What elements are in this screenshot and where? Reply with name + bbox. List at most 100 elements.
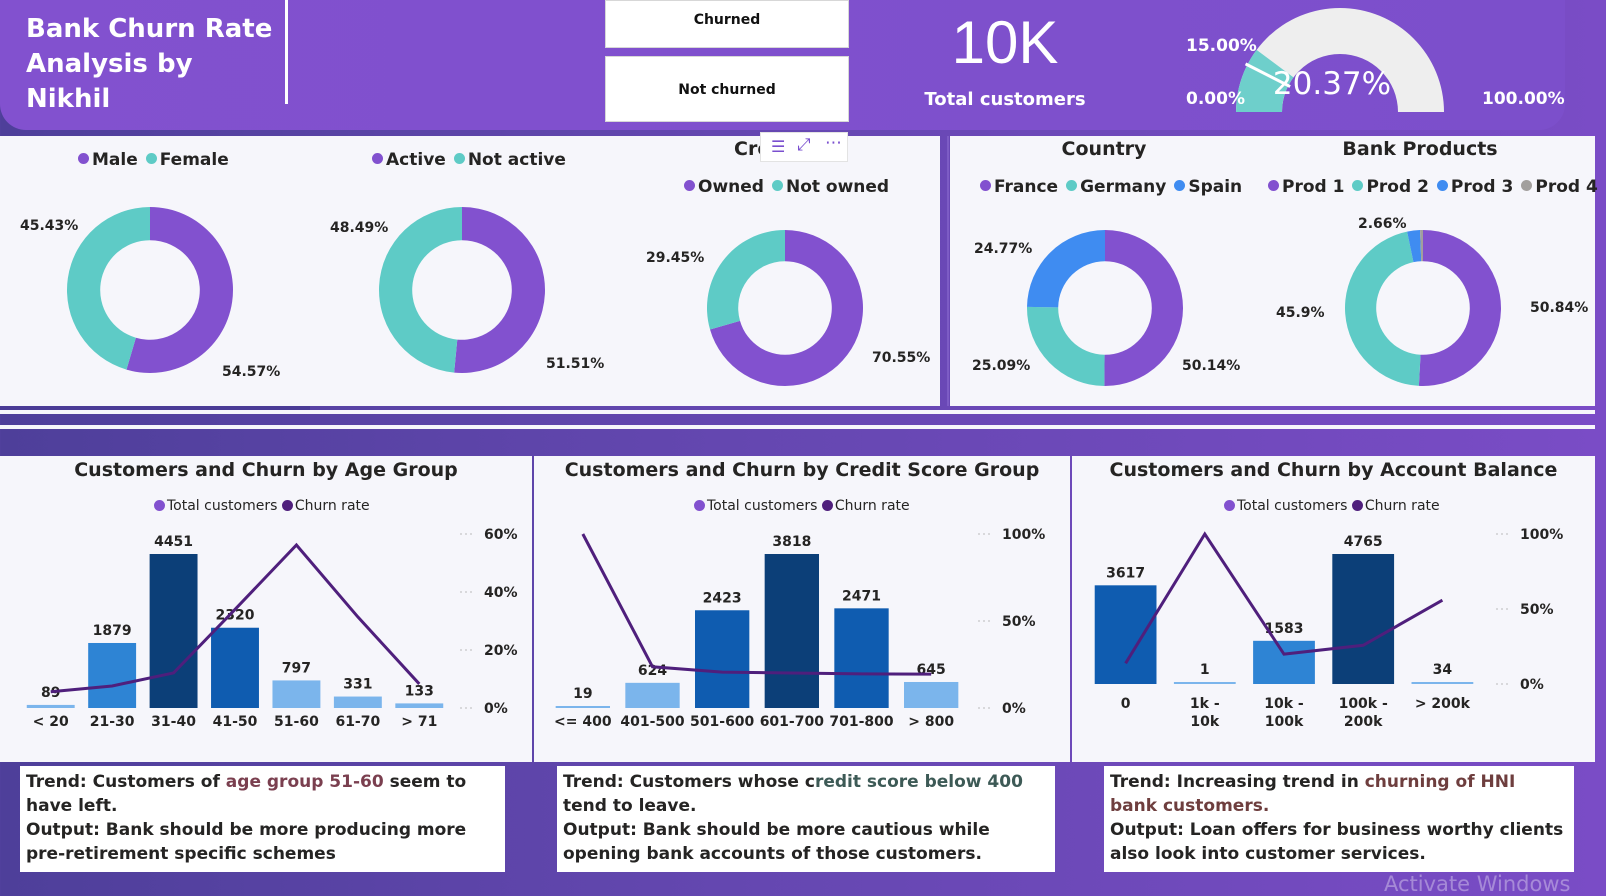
legend-total-customers[interactable]: Total customers: [154, 498, 277, 514]
activity-slice[interactable]: [379, 207, 462, 373]
x-tick-label: > 800: [908, 714, 954, 730]
country-donut-chart[interactable]: [1020, 228, 1190, 388]
legend-prod-2[interactable]: Prod 2: [1352, 177, 1429, 197]
legend-churn-rate[interactable]: Churn rate: [281, 498, 370, 514]
bank-products-donut-chart[interactable]: [1338, 228, 1508, 388]
more-options-icon[interactable]: ⋯: [825, 133, 842, 153]
bank-products-legend: Prod 1 Prod 2 Prod 3 Prod 4: [1268, 177, 1606, 197]
legend-germany[interactable]: Germany: [1066, 177, 1166, 197]
age-chart-title: Customers and Churn by Age Group: [74, 459, 458, 481]
products-prod3-pct-label: 2.66%: [1358, 216, 1407, 232]
bar[interactable]: [88, 642, 137, 708]
credit-card-slice[interactable]: [707, 230, 785, 330]
panel-divider: [947, 136, 949, 406]
legend-owned[interactable]: Owned: [684, 177, 764, 197]
y2-tick-label: 0%: [1520, 677, 1544, 693]
bank-products-slice[interactable]: [1418, 230, 1502, 386]
credit-card-donut-chart[interactable]: [700, 228, 870, 388]
legend-spain[interactable]: Spain: [1174, 177, 1242, 197]
bar-value-label: 1583: [1265, 621, 1304, 637]
bar-value-label: 89: [41, 685, 60, 701]
bar[interactable]: [149, 554, 198, 708]
bar[interactable]: [1253, 640, 1315, 684]
age-trend-textbox: Trend: Customers of age group 51-60 seem…: [20, 766, 505, 872]
x-tick-label: > 200k: [1415, 696, 1471, 712]
x-tick-label: 501-600: [690, 714, 755, 730]
x-tick-label: 601-700: [760, 714, 825, 730]
y2-tick-label: 100%: [1520, 527, 1563, 543]
bar-value-label: 3818: [772, 534, 811, 550]
legend-prod-4[interactable]: Prod 4: [1521, 177, 1598, 197]
gauge-value-label: 20.37%: [1272, 66, 1392, 102]
panel-gap: [606, 136, 622, 406]
bar[interactable]: [764, 554, 820, 708]
bar[interactable]: [333, 696, 382, 708]
bar[interactable]: [834, 608, 889, 708]
activity-slice[interactable]: [454, 207, 545, 373]
bar[interactable]: [1173, 682, 1236, 684]
focus-mode-icon[interactable]: ⤢: [797, 135, 811, 155]
legend-male[interactable]: Male: [78, 150, 138, 170]
bar[interactable]: [272, 680, 321, 708]
legend-churn-rate[interactable]: Churn rate: [821, 498, 910, 514]
country-slice[interactable]: [1027, 230, 1105, 308]
legend-active[interactable]: Active: [372, 150, 446, 170]
churn-rate-line[interactable]: [1124, 531, 1444, 665]
bar[interactable]: [903, 681, 959, 708]
gender-slice[interactable]: [67, 207, 150, 370]
bar[interactable]: [555, 706, 611, 708]
legend-not-active[interactable]: Not active: [453, 150, 566, 170]
legend-not-owned[interactable]: Not owned: [771, 177, 889, 197]
age-combo-chart[interactable]: 89< 20187921-30445131-40232041-5079751-6…: [0, 520, 532, 756]
credit-card-slice[interactable]: [710, 230, 863, 386]
credit-score-combo-chart[interactable]: 19<= 400624401-5002423501-6003818601-700…: [534, 520, 1070, 756]
country-title: Country: [1061, 138, 1147, 160]
x-tick-label: < 20: [33, 714, 69, 730]
credit-output-text: Output: Bank should be more cautious whi…: [563, 820, 990, 864]
legend-prod-3[interactable]: Prod 3: [1436, 177, 1513, 197]
gender-slice[interactable]: [126, 207, 234, 373]
bar[interactable]: [1411, 682, 1474, 684]
bar[interactable]: [26, 704, 75, 708]
activity-donut-chart[interactable]: [372, 205, 552, 375]
churn-rate-line[interactable]: [50, 542, 421, 694]
filter-icon[interactable]: ☰: [771, 137, 786, 156]
country-slice[interactable]: [1104, 230, 1184, 386]
bank-products-slice[interactable]: [1407, 230, 1422, 263]
x-tick-label: 41-50: [213, 714, 258, 730]
x-tick-label: 21-30: [90, 714, 135, 730]
balance-chart-title: Customers and Churn by Account Balance: [1109, 459, 1558, 481]
y2-tick-label: 0%: [1002, 701, 1026, 717]
bank-products-slice[interactable]: [1345, 231, 1421, 386]
balance-combo-chart[interactable]: 3617 0 1 1k -10k 1583 10k -100k 4765 100k -200k…: [1072, 520, 1595, 756]
x-tick-label: > 71: [401, 714, 437, 730]
legend-prod-1[interactable]: Prod 1: [1268, 177, 1344, 197]
bar[interactable]: [211, 627, 259, 708]
bar[interactable]: [625, 682, 680, 708]
legend-total-customers[interactable]: Total customers: [1224, 498, 1347, 514]
legend-churn-rate[interactable]: Churn rate: [1351, 498, 1440, 514]
y2-tick-label: 50%: [1520, 602, 1554, 618]
bar-value-label: 4451: [154, 534, 193, 550]
country-slice[interactable]: [1027, 306, 1105, 386]
kpi-total-customers-label: Total customers: [924, 89, 1086, 110]
bar[interactable]: [694, 610, 750, 708]
balance-output-text: Output: Loan offers for business worthy …: [1110, 820, 1564, 864]
x-tick-label: 10k -100k: [1264, 696, 1304, 730]
slicer-not-churned-button[interactable]: Not churned: [605, 56, 849, 122]
bar[interactable]: [1094, 585, 1157, 684]
separator-accent: [0, 406, 310, 410]
legend-france[interactable]: France: [980, 177, 1058, 197]
legend-total-customers[interactable]: Total customers: [694, 498, 817, 514]
x-tick-label: 100k -200k: [1339, 696, 1388, 730]
legend-female[interactable]: Female: [145, 150, 229, 170]
credit-owned-pct-label: 70.55%: [872, 350, 931, 366]
bank-products-slice[interactable]: [1420, 230, 1423, 262]
country-france-pct-label: 50.14%: [1182, 358, 1241, 374]
gender-donut-chart[interactable]: [60, 205, 240, 375]
slicer-churned-button[interactable]: Churned: [605, 0, 849, 48]
bar[interactable]: [395, 703, 444, 708]
x-tick-label: 51-60: [274, 714, 319, 730]
churn-rate-line[interactable]: [581, 533, 932, 676]
bar[interactable]: [1332, 554, 1395, 684]
